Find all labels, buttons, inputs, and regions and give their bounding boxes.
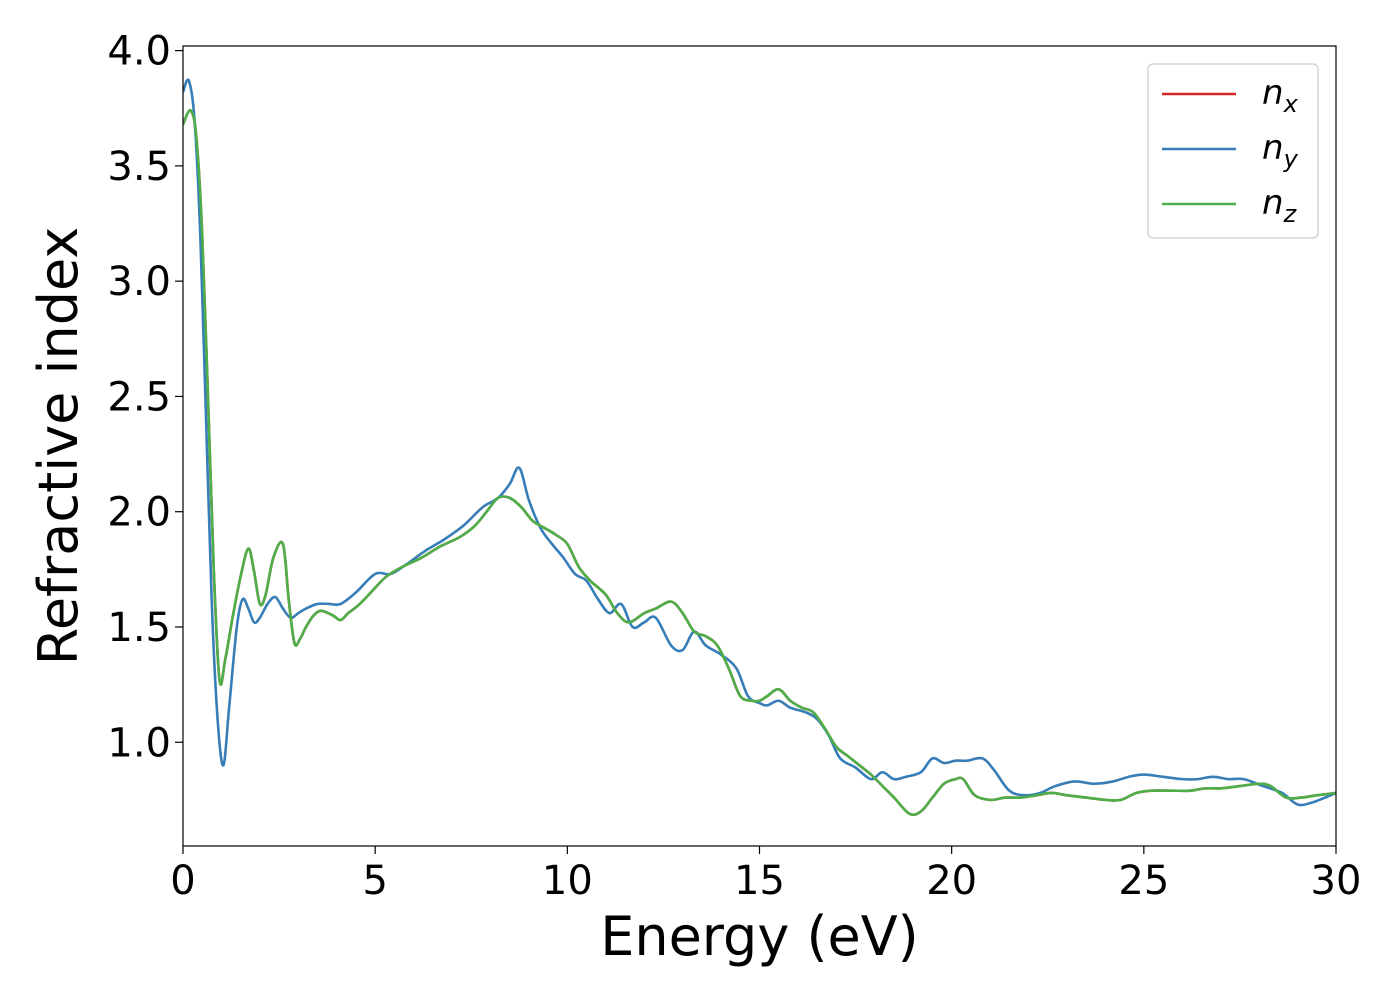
y-tick-label: 2.0	[107, 490, 171, 536]
y-axis-title: Refractive index	[27, 227, 90, 666]
y-tick-label: 1.5	[107, 605, 171, 651]
legend-label-ny: ny	[1262, 128, 1299, 173]
x-tick-label: 10	[542, 858, 593, 904]
series-line-ny	[183, 78, 1336, 807]
series-line-nz	[183, 109, 1336, 817]
x-axis-title: Energy (eV)	[600, 905, 919, 968]
y-tick-label: 2.5	[107, 374, 171, 420]
y-tick-label: 1.0	[107, 720, 171, 766]
series-layer	[183, 78, 1336, 817]
x-tick-label: 5	[362, 858, 387, 904]
legend-label-nz: nz	[1262, 183, 1298, 228]
legend: nx ny nz	[1147, 63, 1319, 239]
y-tick-label: 3.0	[107, 259, 171, 305]
legend-box	[1147, 63, 1319, 239]
x-tick-label: 20	[926, 858, 977, 904]
legend-label-nx: nx	[1262, 73, 1299, 118]
x-tick-label: 30	[1311, 858, 1362, 904]
y-tick-label: 3.5	[107, 144, 171, 190]
x-tick-label: 0	[170, 858, 195, 904]
y-tick-label: 4.0	[107, 29, 171, 75]
x-tick-label: 15	[734, 858, 785, 904]
x-tick-label: 25	[1118, 858, 1169, 904]
ticks-layer: 0 5 10 15 20 25 30 1.0 1.5 2.0 2.5 3.0 3.5 4.0	[107, 29, 1361, 904]
